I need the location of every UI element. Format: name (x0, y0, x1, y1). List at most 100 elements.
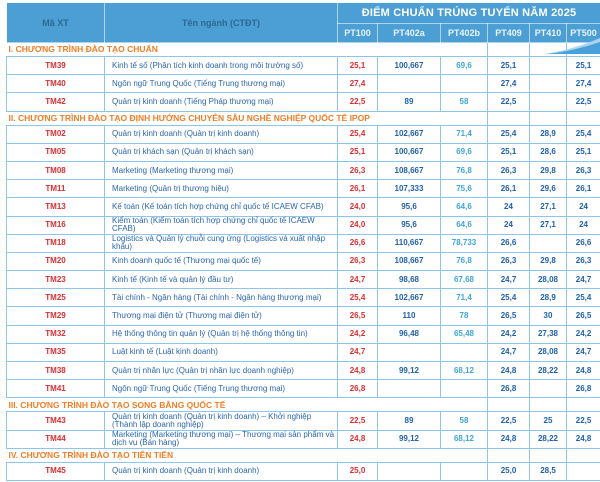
score-cell-pt409: 24,8 (488, 362, 530, 380)
score-cell-pt402a: 89 (378, 93, 441, 111)
score-cell-pt100: 26,5 (338, 307, 378, 325)
score-cell-pt409: 24,7 (488, 343, 530, 361)
score-cell-pt402a: 100,667 (378, 143, 441, 161)
header-code-column: Mã XT (7, 3, 105, 43)
score-cell-pt500 (567, 462, 600, 480)
score-cell-pt402a: 99,12 (378, 430, 441, 448)
score-cell-pt410: 28,08 (530, 343, 567, 361)
major-name-cell: Ngôn ngữ Trung Quốc (Tiếng Trung thương … (105, 75, 338, 93)
major-name-cell: Logistics và Quản lý chuỗi cung ứng (Log… (105, 234, 338, 252)
section-empty-cell (488, 43, 530, 57)
header-method-pt410: PT410 (530, 24, 567, 43)
section-row: I. CHƯƠNG TRÌNH ĐÀO TẠO CHUẨN (7, 43, 600, 57)
major-code-cell: TM43 (7, 412, 105, 430)
score-cell-pt500: 25,1 (567, 143, 600, 161)
score-cell-pt410: 30 (530, 307, 567, 325)
score-cell-pt402b: 69,6 (441, 143, 488, 161)
section-empty-cell (567, 43, 600, 57)
score-cell-pt100: 24,8 (338, 430, 378, 448)
major-code-cell: TM23 (7, 271, 105, 289)
score-cell-pt410: 29,8 (530, 161, 567, 179)
score-cell-pt402b: 64,6 (441, 216, 488, 234)
major-code-cell: TM02 (7, 125, 105, 143)
score-cell-pt402a: 102,667 (378, 289, 441, 307)
score-cell-pt402b: 76,8 (441, 161, 488, 179)
major-code-cell: TM13 (7, 198, 105, 216)
score-cell-pt402a (378, 343, 441, 361)
score-cell-pt410 (530, 57, 567, 75)
score-cell-pt500: 22,5 (567, 412, 600, 430)
score-cell-pt500: 26,3 (567, 161, 600, 179)
score-cell-pt500: 26,6 (567, 234, 600, 252)
score-cell-pt409: 24,7 (488, 271, 530, 289)
score-cell-pt409: 25,1 (488, 143, 530, 161)
score-cell-pt402a: 110 (378, 307, 441, 325)
score-cell-pt402b (441, 462, 488, 480)
section-row: II. CHƯƠNG TRÌNH ĐÀO TẠO ĐỊNH HƯỚNG CHUY… (7, 111, 600, 125)
score-cell-pt410: 25 (530, 412, 567, 430)
score-cell-pt402b: 64,6 (441, 198, 488, 216)
section-empty-cell (488, 448, 530, 462)
score-cell-pt410: 28,9 (530, 289, 567, 307)
score-cell-pt410: 27,1 (530, 216, 567, 234)
major-name-cell: Quản trị khách sạn (Quản trị khách sạn) (105, 143, 338, 161)
score-cell-pt500: 22,5 (567, 93, 600, 111)
score-cell-pt402b: 68,12 (441, 430, 488, 448)
major-code-cell: TM41 (7, 380, 105, 398)
section-title: II. CHƯƠNG TRÌNH ĐÀO TẠO ĐỊNH HƯỚNG CHUY… (7, 111, 488, 125)
header-major-column: Tên ngành (CTĐT) (105, 3, 338, 43)
score-cell-pt500: 24,8 (567, 430, 600, 448)
score-cell-pt500: 26,5 (567, 307, 600, 325)
score-cell-pt100: 26,3 (338, 252, 378, 270)
score-cell-pt100: 24,8 (338, 362, 378, 380)
score-cell-pt410: 28,9 (530, 125, 567, 143)
score-cell-pt409: 25,4 (488, 289, 530, 307)
major-name-cell: Kiểm toán (Kiểm toán tích hợp chứng chỉ … (105, 216, 338, 234)
score-cell-pt409: 22,5 (488, 412, 530, 430)
score-cell-pt500: 24,7 (567, 271, 600, 289)
score-cell-pt100: 27,4 (338, 75, 378, 93)
score-cell-pt500: 25,4 (567, 289, 600, 307)
score-cell-pt409: 26,3 (488, 161, 530, 179)
score-cell-pt409: 25,4 (488, 125, 530, 143)
score-cell-pt500: 25,4 (567, 125, 600, 143)
score-cell-pt409: 24,2 (488, 325, 530, 343)
score-cell-pt409: 26,3 (488, 252, 530, 270)
major-code-cell: TM25 (7, 289, 105, 307)
score-cell-pt402b: 58 (441, 412, 488, 430)
score-cell-pt402b: 76,8 (441, 252, 488, 270)
major-code-cell: TM40 (7, 75, 105, 93)
score-cell-pt409: 26,8 (488, 380, 530, 398)
score-cell-pt100: 22,5 (338, 412, 378, 430)
score-cell-pt402b (441, 75, 488, 93)
score-cell-pt100: 25,0 (338, 462, 378, 480)
score-cell-pt402b: 65,48 (441, 325, 488, 343)
major-code-cell: TM39 (7, 57, 105, 75)
major-name-cell: Tài chính - Ngân hàng (Tài chính - Ngân … (105, 289, 338, 307)
score-cell-pt402a: 102,667 (378, 125, 441, 143)
major-name-cell: Quản trị kinh doanh (Tiếng Pháp thương m… (105, 93, 338, 111)
header-method-pt100: PT100 (338, 24, 378, 43)
score-cell-pt410: 27,1 (530, 198, 567, 216)
section-title: IV. CHƯƠNG TRÌNH ĐÀO TẠO TIÊN TIẾN (7, 448, 488, 462)
score-cell-pt500: 24,7 (567, 343, 600, 361)
score-cell-pt100: 25,1 (338, 143, 378, 161)
major-name-cell: Kinh tế (Kinh tế và quản lý đầu tư) (105, 271, 338, 289)
major-name-cell: Quản trị nhân lực (Quản trị nhân lực doa… (105, 362, 338, 380)
header-method-pt402a: PT402a (378, 24, 441, 43)
score-cell-pt402a: 98,68 (378, 271, 441, 289)
score-cell-pt402b: 78 (441, 307, 488, 325)
score-cell-pt402b: 67,68 (441, 271, 488, 289)
major-code-cell: TM29 (7, 307, 105, 325)
section-empty-cell (567, 398, 600, 412)
major-code-cell: TM11 (7, 180, 105, 198)
